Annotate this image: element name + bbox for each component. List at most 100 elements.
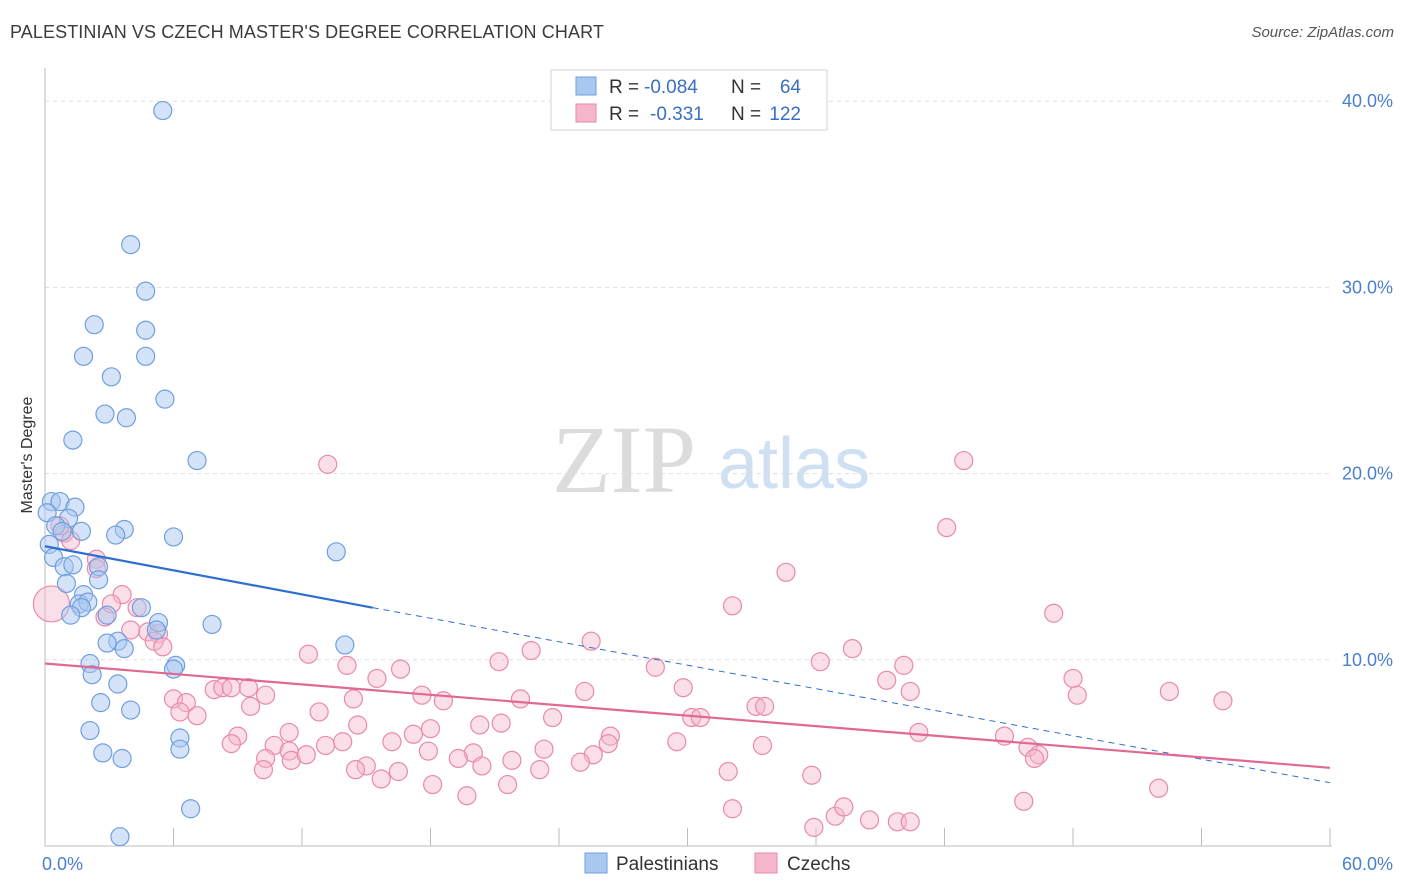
palestinian-point xyxy=(73,346,94,366)
x-tick-label-min: 0.0% xyxy=(42,854,83,874)
palestinian-point xyxy=(56,573,77,594)
y-axis-title: Master's Degree xyxy=(19,396,36,513)
czech-point xyxy=(1024,748,1045,769)
czech-point xyxy=(954,450,974,471)
czech-point xyxy=(176,693,196,713)
legend-n-label-0: N = xyxy=(731,77,761,98)
palestinian-point xyxy=(114,639,134,659)
palestinian-point xyxy=(84,315,104,335)
czech-point xyxy=(345,760,366,780)
palestinian-point xyxy=(82,665,102,685)
czech-point xyxy=(1159,681,1179,702)
czech-point xyxy=(121,620,141,640)
czech-point xyxy=(333,732,353,752)
czech-point xyxy=(810,652,830,672)
legend-n-value-1: 122 xyxy=(769,104,801,125)
palestinian-point xyxy=(153,100,173,121)
czech-point xyxy=(489,652,509,672)
czech-point xyxy=(802,765,822,785)
legend-r-value-1: -0.331 xyxy=(650,104,704,125)
palestinian-point xyxy=(136,346,156,366)
czech-point xyxy=(600,726,621,746)
czech-point xyxy=(909,722,929,743)
palestinian-point xyxy=(326,542,346,562)
palestinian-point xyxy=(335,635,355,655)
czech-point xyxy=(253,760,274,780)
legend-box xyxy=(550,69,828,131)
gridlines xyxy=(45,100,1332,661)
palestinian-point xyxy=(91,693,111,713)
x-tick-label-max: 60.0% xyxy=(1342,854,1393,874)
palestinian-point xyxy=(52,521,72,541)
palestinian-point xyxy=(116,408,136,428)
czech-point xyxy=(371,769,391,789)
czech-point xyxy=(298,644,319,664)
y-tick-label: 40.0% xyxy=(1342,91,1393,111)
czech-point xyxy=(255,685,276,705)
palestinian-point xyxy=(112,748,132,769)
palestinians-trend-line xyxy=(44,545,373,609)
palestinian-point xyxy=(93,743,113,763)
y-tick-label: 20.0% xyxy=(1342,464,1393,484)
czech-point xyxy=(542,707,563,728)
czech-point xyxy=(343,689,363,709)
palestinian-point xyxy=(110,827,130,847)
chart-title: PALESTINIAN VS CZECH MASTER'S DEGREE COR… xyxy=(10,22,604,42)
legend-n-label-1: N = xyxy=(731,104,761,125)
axes xyxy=(44,68,1332,847)
czech-point xyxy=(1149,778,1169,798)
czech-point xyxy=(228,726,248,746)
czech-point xyxy=(423,774,443,795)
czech-point xyxy=(1044,603,1064,623)
palestinians-points xyxy=(37,100,355,847)
palestinian-point xyxy=(88,570,109,590)
czech-point xyxy=(153,637,173,657)
legend-r-label-0: R = xyxy=(609,77,639,98)
palestinian-point xyxy=(63,430,83,450)
palestinian-point xyxy=(61,605,81,625)
czech-point xyxy=(667,732,687,752)
czech-point xyxy=(309,702,329,722)
czech-point xyxy=(598,733,618,754)
czech-point xyxy=(238,678,259,698)
czech-point xyxy=(502,750,522,770)
palestinian-point xyxy=(71,521,92,541)
legend: R = -0.084 N = 64 R = -0.331 N = 122 xyxy=(550,69,828,131)
legend-n-value-0: 64 xyxy=(780,77,802,98)
palestinian-point xyxy=(97,605,117,625)
czechs-trend-line xyxy=(44,662,1331,769)
czech-point xyxy=(534,739,554,759)
palestinian-point xyxy=(202,614,222,635)
czech-point xyxy=(337,655,357,675)
czech-point xyxy=(859,810,880,830)
czech-point xyxy=(367,668,387,689)
palestinian-point xyxy=(187,450,207,471)
trend-lines xyxy=(44,545,1331,784)
palestinian-point xyxy=(163,527,184,547)
czech-point xyxy=(390,659,411,679)
palestinian-point xyxy=(170,739,190,759)
czech-point xyxy=(356,756,376,776)
czech-point xyxy=(530,760,550,780)
czech-point xyxy=(318,454,338,474)
czech-point xyxy=(722,799,743,819)
czech-point xyxy=(296,745,316,765)
czech-point xyxy=(1063,668,1083,689)
czech-point xyxy=(834,797,854,817)
legend-swatch-blue xyxy=(575,76,597,96)
palestinians-trend-extension xyxy=(372,607,1331,784)
palestinian-point xyxy=(136,281,156,301)
czech-point xyxy=(570,752,591,772)
palestinian-point xyxy=(121,235,141,255)
czech-point xyxy=(894,655,914,675)
czech-point xyxy=(382,732,402,752)
czech-point xyxy=(457,786,477,806)
palestinian-point xyxy=(146,620,166,640)
czech-point xyxy=(900,681,920,702)
czech-point xyxy=(279,722,299,743)
y-tick-labels: 10.0% 20.0% 30.0% 40.0% xyxy=(1342,91,1393,670)
palestinian-point xyxy=(63,555,83,575)
czech-point xyxy=(491,713,511,733)
czech-point xyxy=(581,631,601,651)
czech-point xyxy=(645,657,665,677)
